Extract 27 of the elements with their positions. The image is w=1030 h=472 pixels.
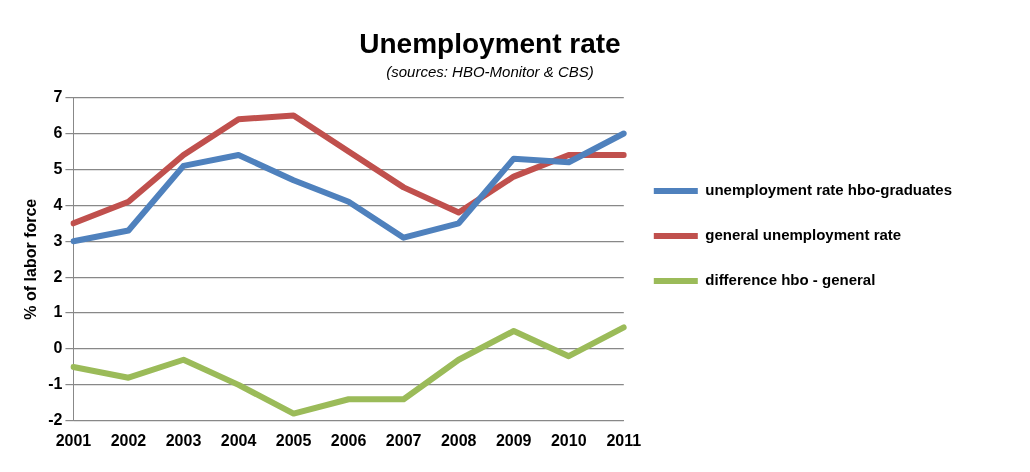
x-tick-label: 2008 [440,431,477,449]
y-tick-label: 4 [53,195,63,213]
y-tick-label: 1 [53,303,63,321]
x-tick-label: 2002 [110,431,147,449]
y-tick-label: 0 [53,339,63,357]
x-tick-label: 2010 [550,431,587,449]
y-tick-label: 3 [53,231,63,249]
x-tick-label: 2011 [606,431,642,449]
x-tick-label: 2005 [275,431,312,449]
y-tick-label: 7 [53,88,63,106]
chart-title: Unemployment rate [359,27,621,59]
y-axis-title: % of labor force [22,198,40,320]
x-tick-label: 2007 [385,431,422,449]
x-tick-label: 2001 [55,431,92,449]
chart-subtitle: (sources: HBO-Monitor & CBS) [386,62,594,80]
legend-label: unemployment rate hbo-graduates [705,181,952,199]
legend-label: general unemployment rate [705,226,902,244]
x-tick-label: 2006 [330,431,367,449]
y-tick-label: -1 [48,375,63,393]
y-tick-label: 6 [53,123,63,141]
y-tick-label: -2 [48,411,63,429]
x-tick-label: 2009 [495,431,532,449]
y-tick-label: 2 [53,267,63,285]
x-tick-label: 2004 [220,431,257,449]
legend-label: difference hbo - general [705,271,876,289]
x-tick-label: 2003 [165,431,202,449]
y-tick-label: 5 [53,159,63,177]
